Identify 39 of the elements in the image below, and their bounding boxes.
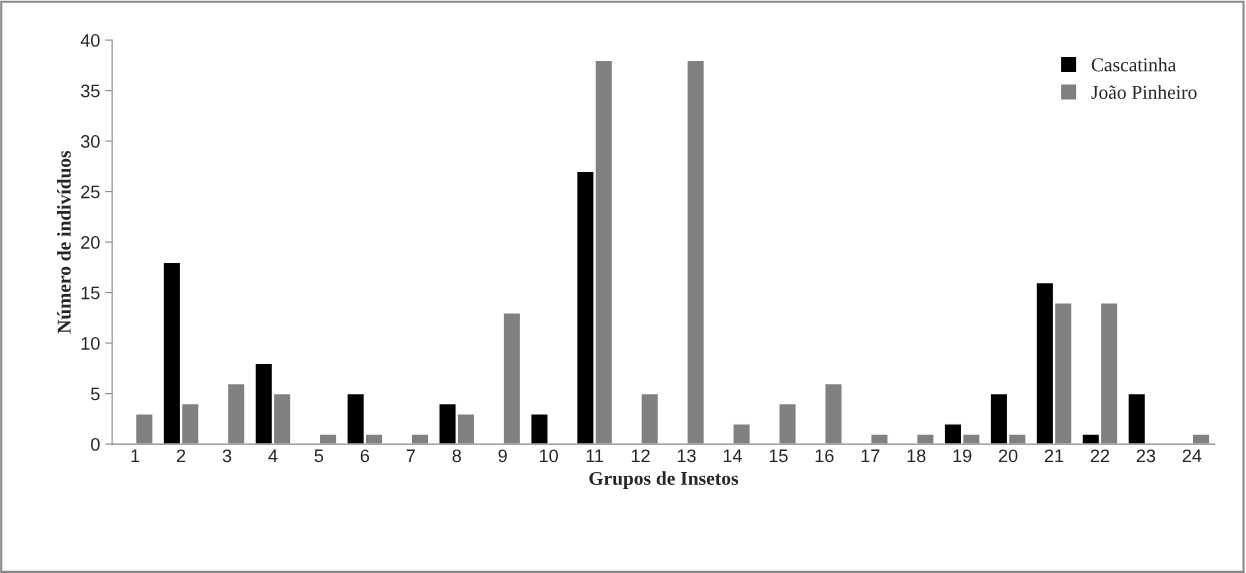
- x-tick-label: 20: [998, 449, 1018, 463]
- x-tick-label: 18: [907, 449, 926, 463]
- legend-label: Cascatinha: [1091, 57, 1176, 72]
- x-tick-label: 4: [268, 449, 278, 463]
- y-axis-title: Número de indivíduos: [57, 150, 71, 334]
- x-tick-label: 7: [406, 449, 415, 463]
- x-tick-label: 17: [861, 449, 880, 463]
- x-tick-label: 24: [1182, 449, 1202, 463]
- y-tick-label: 10: [81, 337, 100, 350]
- y-tick-label: 20: [81, 236, 100, 249]
- x-tick-label: 3: [222, 449, 232, 463]
- x-tick-label: 11: [586, 449, 604, 463]
- y-tick-label: 15: [81, 286, 100, 300]
- x-tick-label: 9: [498, 449, 507, 463]
- x-tick-label: 6: [360, 449, 370, 463]
- y-tick-label: 40: [80, 34, 100, 47]
- legend-label: João Pinheiro: [1091, 85, 1197, 99]
- x-tick-label: 5: [314, 449, 324, 463]
- x-tick-label: 14: [723, 449, 742, 463]
- y-tick-label: 25: [81, 185, 100, 199]
- x-axis-title: Grupos de Insetos: [589, 471, 739, 489]
- x-tick-label: 23: [1136, 449, 1156, 463]
- x-tick-label: 16: [815, 449, 834, 463]
- x-tick-label: 21: [1044, 449, 1064, 463]
- x-tick-label: 12: [631, 449, 650, 463]
- y-tick-label: 5: [91, 387, 100, 401]
- y-tick-label: 35: [80, 84, 100, 98]
- x-tick-label: 19: [953, 449, 972, 463]
- x-tick-label: 10: [539, 449, 558, 463]
- x-tick-label: 2: [176, 449, 186, 463]
- x-tick-label: 8: [452, 449, 461, 463]
- x-tick-label: 15: [769, 449, 788, 463]
- y-tick-label: 30: [80, 135, 100, 148]
- bar: [530, 413, 549, 445]
- x-tick-label: 1: [131, 449, 140, 463]
- x-tick-label: 22: [1090, 449, 1110, 463]
- bar: [1127, 392, 1147, 445]
- x-tick-label: 13: [677, 449, 696, 463]
- y-tick-label: 0: [91, 438, 100, 451]
